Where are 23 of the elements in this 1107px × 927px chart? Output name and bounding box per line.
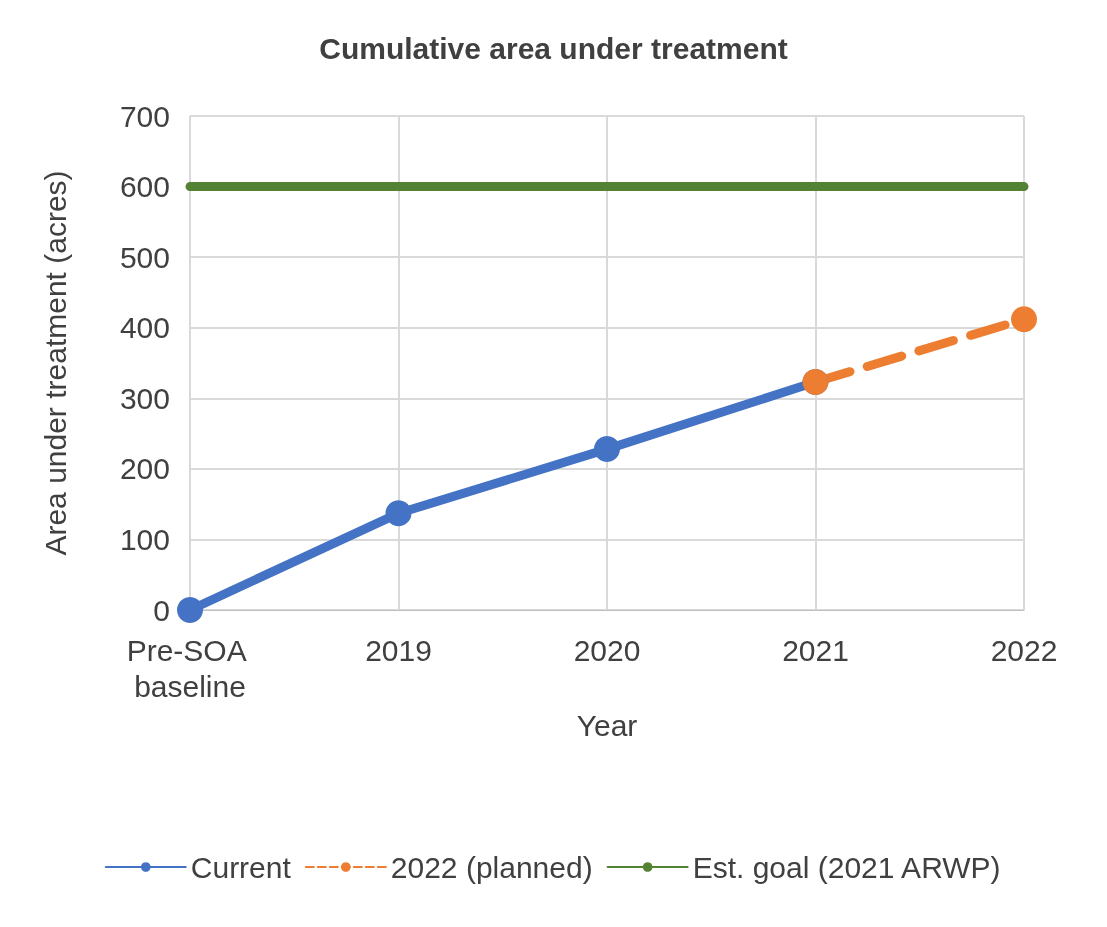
y-tick-label: 400 [119,311,170,345]
y-tick-label: 0 [153,593,170,627]
y-tick-label: 300 [119,381,170,415]
y-tick-label: 100 [119,522,170,556]
x-axis-title: Year [576,708,638,742]
point [594,436,620,463]
x-tick-label: 2019 [365,633,432,667]
y-tick-label: 200 [119,452,170,486]
point [1011,306,1037,333]
legend-label: 2022 (planned) [390,850,593,884]
y-axis-title: Area under treatment (acres) [38,170,72,556]
x-tick-label: 2020 [573,633,641,667]
y-tick-label: 700 [119,99,170,133]
legend-label: Est. goal (2021 ARWP) [692,850,1001,884]
y-tick-label: 600 [119,170,170,204]
point [385,500,412,527]
x-tick-label: Pre-SOA baseline [126,633,254,703]
point [177,597,203,623]
legend-label: Current [190,850,292,884]
y-tick-label: 500 [119,240,170,274]
x-tick-label: 2022 [990,633,1058,667]
x-tick-label: 2021 [782,633,849,667]
chart-title: Cumulative area under treatment [319,31,788,65]
